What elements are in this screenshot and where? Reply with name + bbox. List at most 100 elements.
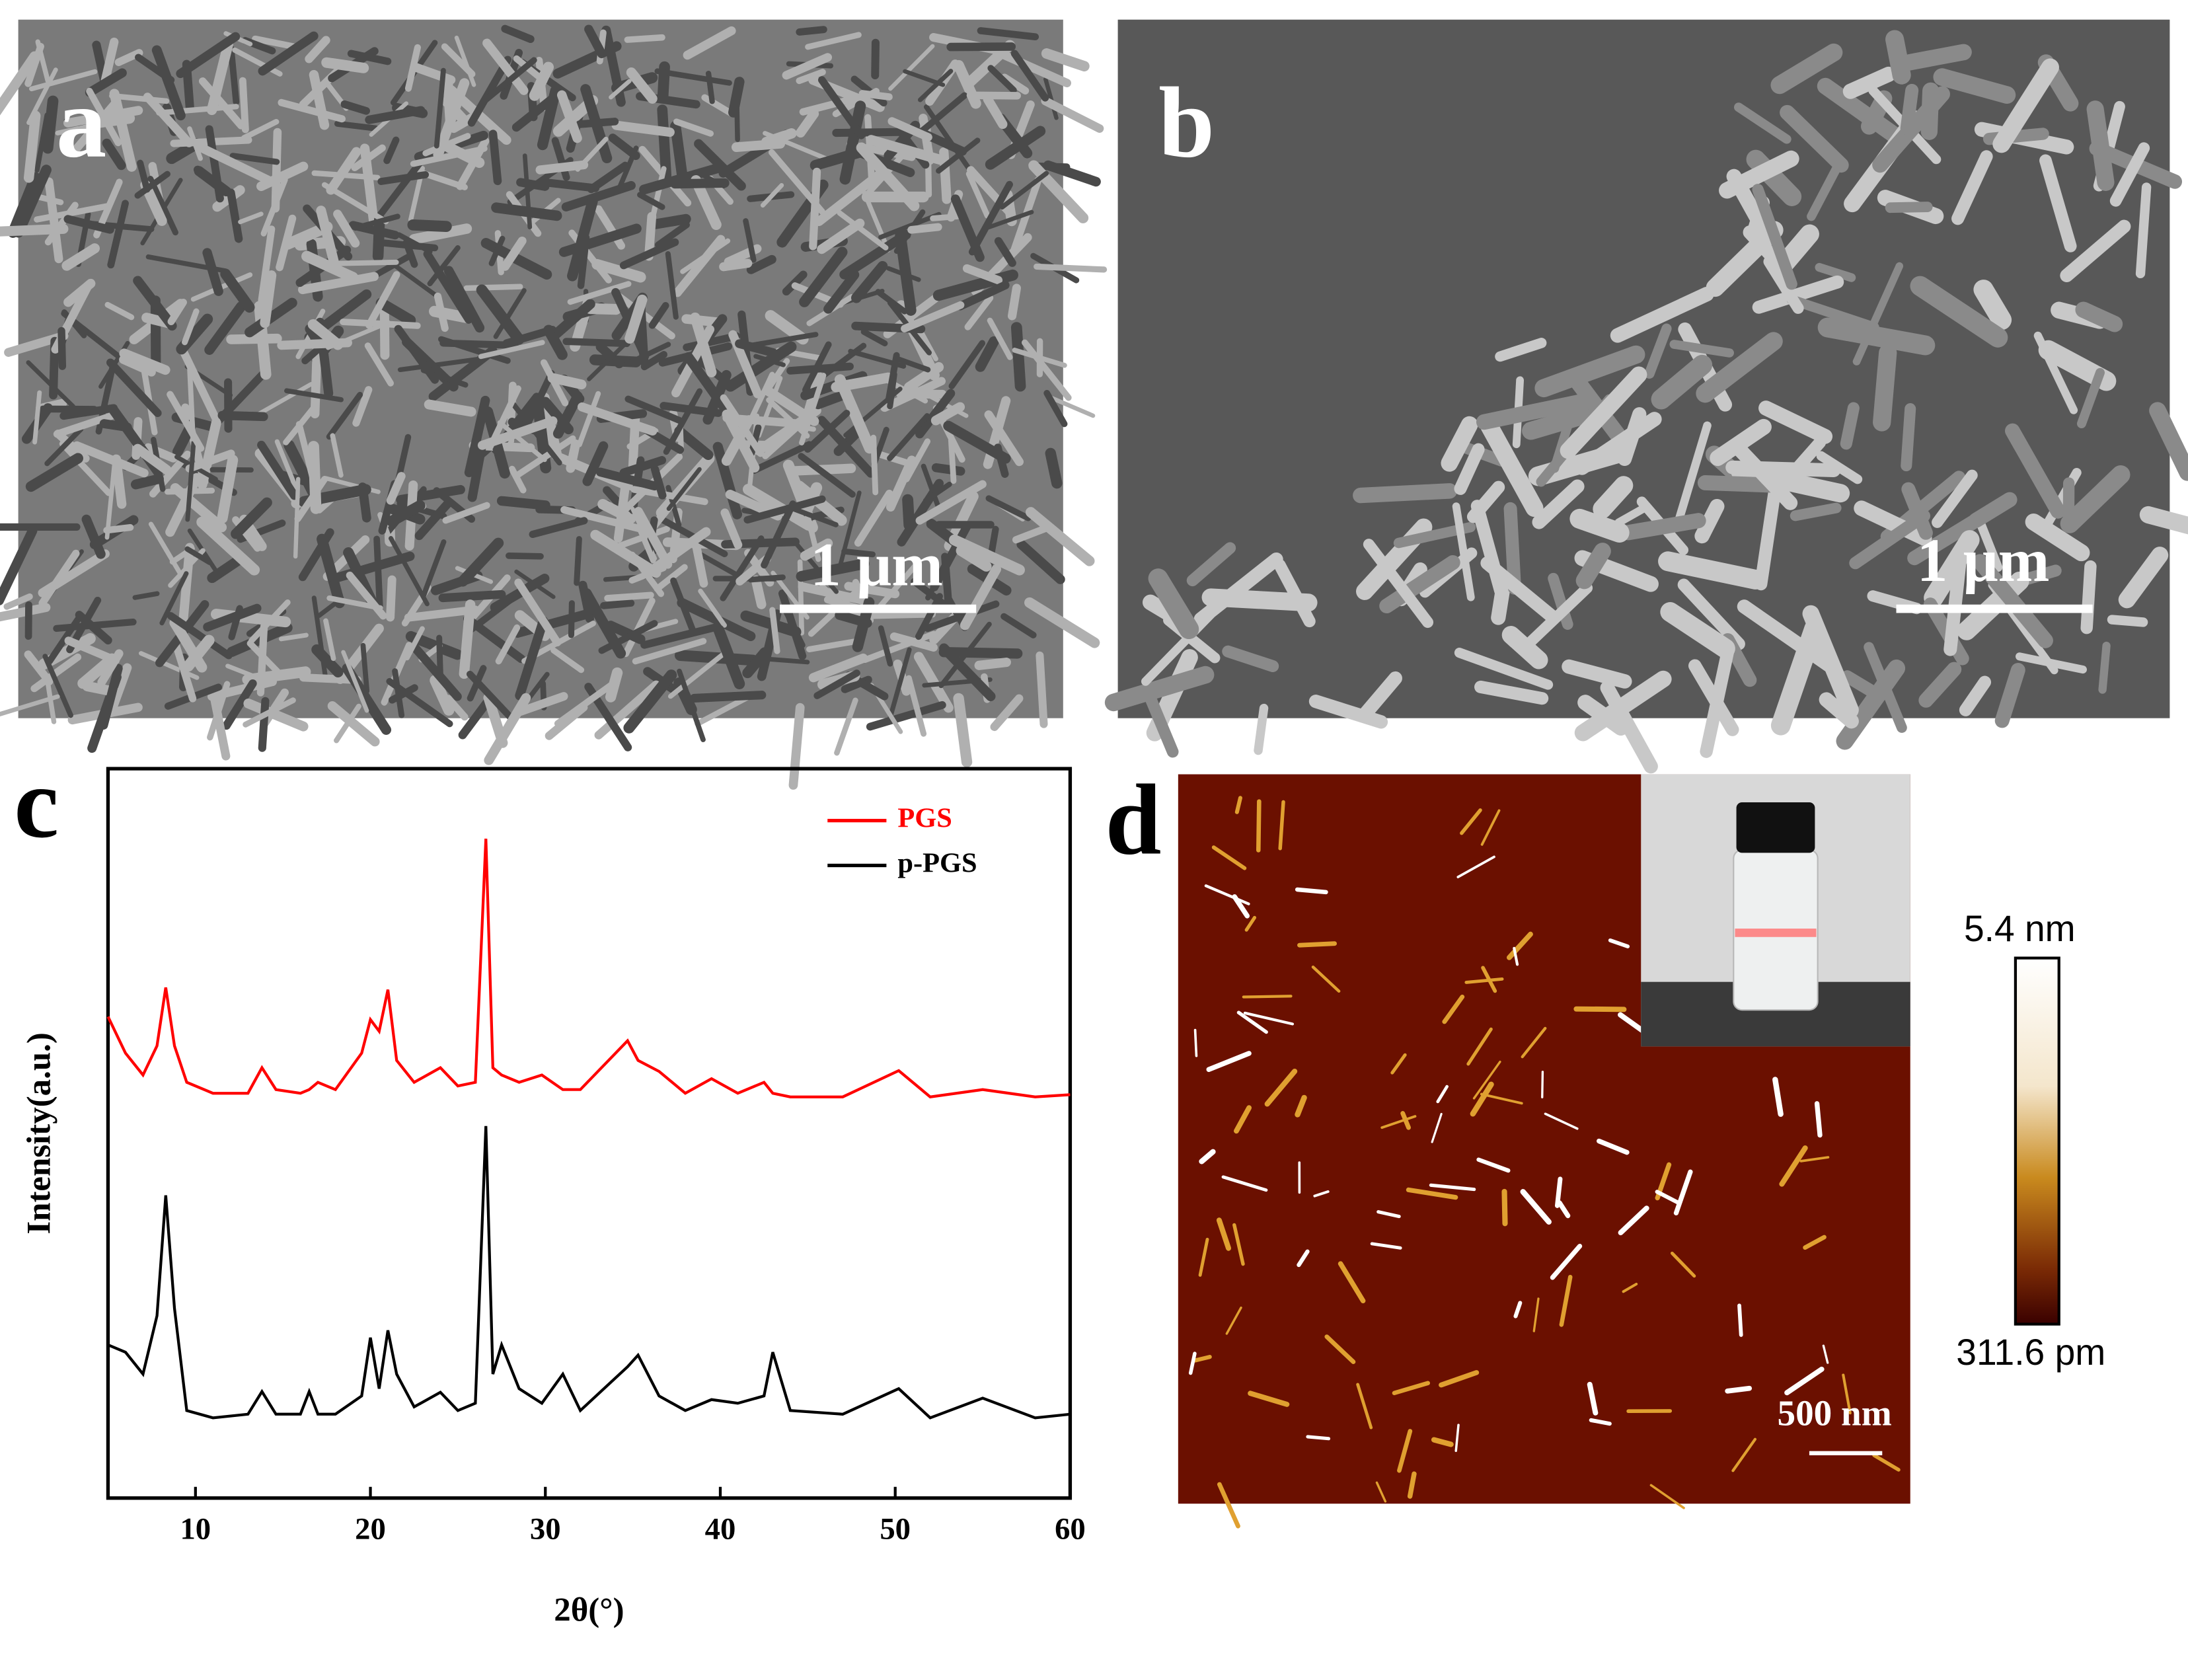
rod <box>786 422 816 432</box>
rod <box>1597 1138 1630 1155</box>
rod <box>1244 915 1257 932</box>
rod <box>965 171 991 219</box>
rod <box>392 668 405 718</box>
rod <box>814 171 883 227</box>
rod <box>25 453 83 492</box>
rod <box>311 644 344 678</box>
rod <box>1439 1370 1480 1388</box>
rod <box>1225 1306 1242 1335</box>
rod <box>1842 1373 1852 1415</box>
rod <box>799 247 848 307</box>
rod <box>442 75 456 132</box>
rod <box>1849 510 1931 570</box>
rod <box>1480 556 1561 625</box>
rod <box>587 334 635 381</box>
rod <box>762 424 801 459</box>
rod <box>1295 887 1328 895</box>
rod <box>864 114 875 180</box>
rod <box>834 697 858 756</box>
rod <box>998 50 1071 88</box>
rod <box>761 128 797 147</box>
panel-label: a <box>56 67 106 179</box>
rod <box>2118 547 2169 609</box>
rod <box>823 270 860 314</box>
rod <box>59 404 118 420</box>
rod <box>254 381 314 417</box>
rod <box>595 467 660 491</box>
rod <box>98 664 123 730</box>
rod <box>637 526 656 564</box>
rod <box>1407 1471 1417 1499</box>
rod <box>1541 1071 1544 1098</box>
rod <box>159 571 189 626</box>
rod <box>1885 30 1911 85</box>
rod <box>1651 354 1713 410</box>
rod <box>396 232 433 254</box>
rod <box>1700 644 1735 758</box>
rod <box>501 24 535 44</box>
rod <box>1610 287 1714 343</box>
rod <box>634 507 673 569</box>
rod <box>2025 514 2090 562</box>
rod <box>176 32 241 79</box>
rod <box>404 605 480 622</box>
rod <box>591 258 646 283</box>
rod <box>1043 160 1101 187</box>
rod <box>1454 1424 1460 1452</box>
rod <box>2060 219 2131 282</box>
rod <box>327 701 380 747</box>
rod <box>1236 1011 1268 1034</box>
rod <box>1234 796 1242 814</box>
rod <box>2075 301 2123 332</box>
rod <box>1456 855 1495 878</box>
rod <box>722 409 760 473</box>
rod <box>576 391 601 447</box>
rod <box>317 597 342 618</box>
rod <box>611 120 675 137</box>
rod <box>804 409 850 453</box>
rod <box>1574 412 1662 475</box>
rod <box>423 250 473 324</box>
rod <box>1021 339 1072 401</box>
rod <box>293 477 301 559</box>
rod <box>133 276 177 331</box>
panel-label: c <box>14 747 59 859</box>
rod <box>1380 1115 1417 1129</box>
legend-label: PGS <box>897 802 952 833</box>
rod <box>632 638 707 665</box>
rod <box>1193 1355 1212 1363</box>
rod <box>567 196 598 282</box>
rod <box>624 34 665 43</box>
rod <box>114 49 143 67</box>
rod <box>434 292 449 332</box>
rod <box>271 128 282 213</box>
rod <box>1901 482 1933 540</box>
rod <box>1480 1092 1523 1105</box>
rod <box>623 669 677 734</box>
rod <box>1273 559 1316 628</box>
rod <box>2149 402 2188 481</box>
rod <box>667 652 726 699</box>
rod <box>333 210 360 248</box>
rod <box>130 474 164 490</box>
rod <box>1295 1094 1307 1118</box>
rod <box>1521 1026 1547 1059</box>
rod <box>442 502 490 524</box>
rod <box>0 694 60 717</box>
y-axis-title: Intensity(a.u.) <box>20 1032 57 1235</box>
rod <box>1670 1251 1696 1278</box>
rod <box>613 484 630 543</box>
rod <box>1016 539 1065 584</box>
rod <box>1725 1385 1753 1394</box>
rod <box>59 440 112 496</box>
rod <box>1731 441 1798 510</box>
rod <box>407 219 452 232</box>
rod <box>977 27 1039 41</box>
rod <box>397 357 479 373</box>
rod <box>178 543 195 627</box>
rod <box>1206 1051 1252 1073</box>
rod <box>985 495 1032 521</box>
rod <box>1233 1105 1252 1134</box>
rod <box>493 288 527 339</box>
rod <box>1660 602 1735 659</box>
